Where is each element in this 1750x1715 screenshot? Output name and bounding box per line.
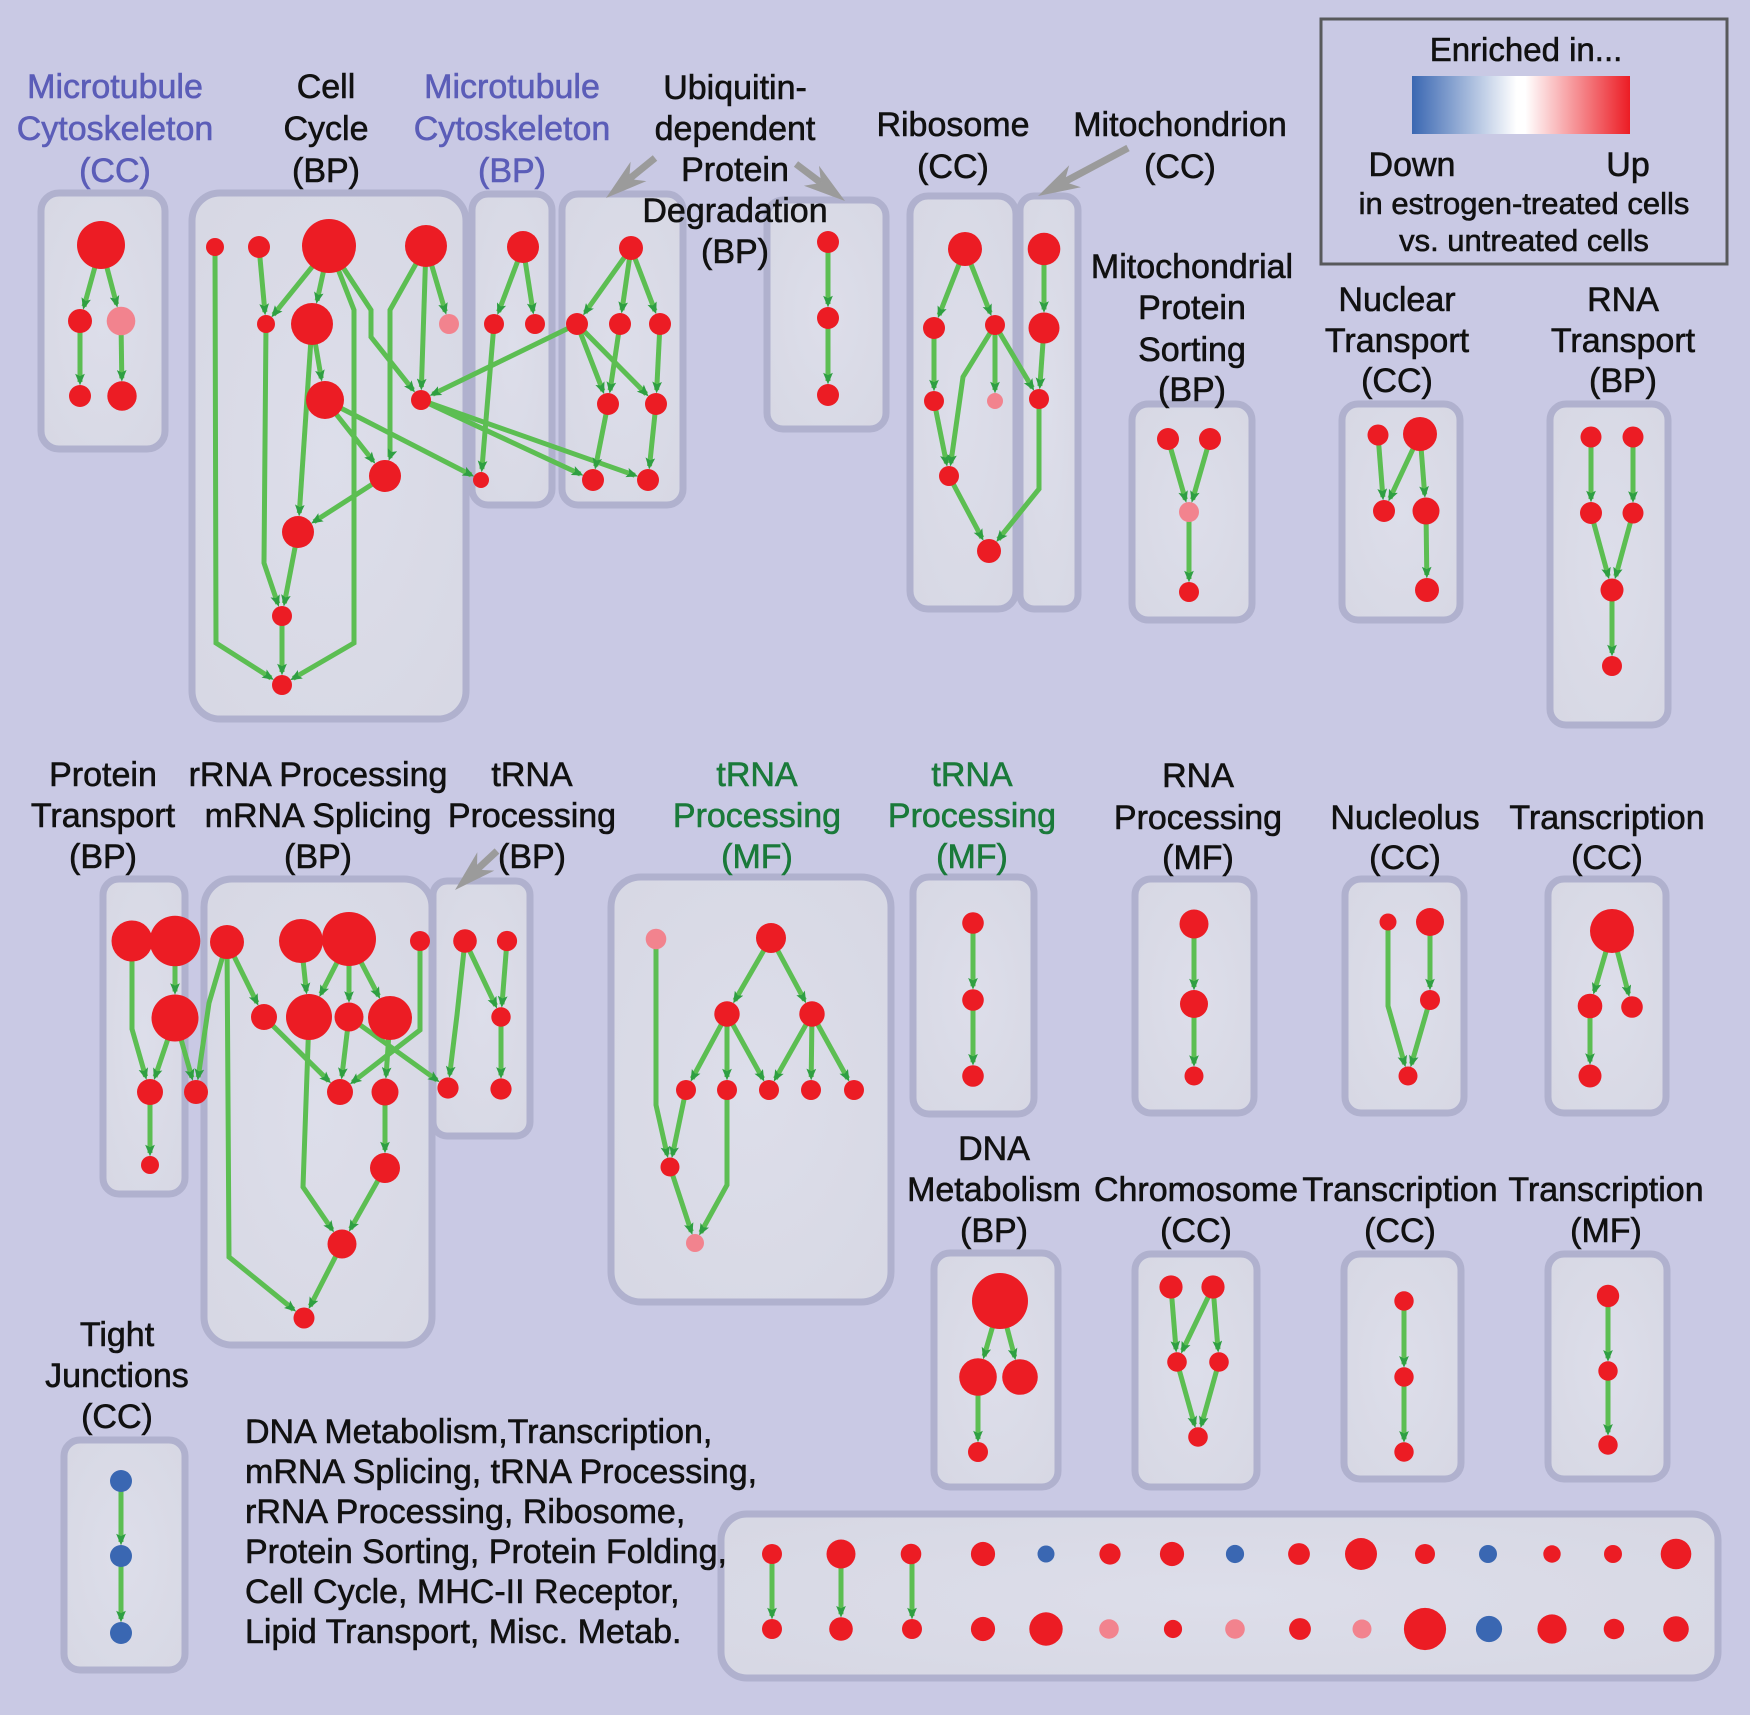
svg-text:Down: Down: [1369, 146, 1456, 184]
svg-text:(CC): (CC): [917, 148, 989, 186]
svg-text:(BP): (BP): [960, 1212, 1028, 1250]
svg-text:Cytoskeleton: Cytoskeleton: [414, 110, 611, 148]
svg-text:(MF): (MF): [1570, 1212, 1642, 1250]
svg-text:Junctions: Junctions: [45, 1357, 189, 1395]
svg-text:(BP): (BP): [478, 152, 546, 190]
svg-text:Ribosome: Ribosome: [876, 106, 1029, 144]
svg-text:(BP): (BP): [1158, 371, 1226, 409]
svg-text:Degradation: Degradation: [642, 192, 827, 230]
svg-text:(CC): (CC): [1361, 362, 1433, 400]
svg-text:mRNA Splicing: mRNA Splicing: [205, 797, 432, 835]
svg-text:tRNA: tRNA: [716, 756, 798, 794]
svg-text:Tight: Tight: [80, 1316, 155, 1354]
svg-text:Processing: Processing: [888, 797, 1056, 835]
svg-text:(CC): (CC): [1144, 148, 1216, 186]
svg-text:(CC): (CC): [1364, 1212, 1436, 1250]
svg-text:(CC): (CC): [81, 1398, 153, 1436]
svg-text:Transcription: Transcription: [1509, 799, 1704, 837]
svg-text:Processing: Processing: [448, 797, 616, 835]
svg-text:tRNA: tRNA: [491, 756, 573, 794]
svg-text:Transcription: Transcription: [1508, 1171, 1703, 1209]
svg-text:Up: Up: [1606, 146, 1649, 184]
svg-text:(CC): (CC): [79, 152, 151, 190]
svg-text:(CC): (CC): [1571, 839, 1643, 877]
svg-text:Processing: Processing: [1114, 799, 1282, 837]
svg-text:(BP): (BP): [292, 152, 360, 190]
svg-text:mRNA Splicing, tRNA Processing: mRNA Splicing, tRNA Processing,: [245, 1453, 757, 1491]
svg-text:Mitochondrion: Mitochondrion: [1073, 106, 1287, 144]
svg-text:(CC): (CC): [1369, 839, 1441, 877]
svg-text:Transport: Transport: [1325, 322, 1470, 360]
svg-text:(MF): (MF): [936, 838, 1008, 876]
svg-text:Protein Sorting, Protein Foldi: Protein Sorting, Protein Folding,: [245, 1533, 727, 1571]
svg-text:Cytoskeleton: Cytoskeleton: [17, 110, 214, 148]
svg-text:Enriched in...: Enriched in...: [1430, 31, 1623, 68]
svg-text:Cell Cycle, MHC-II Receptor,: Cell Cycle, MHC-II Receptor,: [245, 1573, 680, 1611]
svg-text:DNA: DNA: [958, 1130, 1030, 1168]
svg-text:Mitochondrial: Mitochondrial: [1091, 248, 1293, 286]
svg-text:Nucleolus: Nucleolus: [1330, 799, 1479, 837]
svg-text:dependent: dependent: [655, 110, 816, 148]
svg-text:rRNA Processing: rRNA Processing: [189, 756, 448, 794]
svg-text:rRNA Processing, Ribosome,: rRNA Processing, Ribosome,: [245, 1493, 685, 1531]
svg-text:(BP): (BP): [701, 233, 769, 271]
svg-text:Processing: Processing: [673, 797, 841, 835]
svg-text:in estrogen-treated cells: in estrogen-treated cells: [1359, 186, 1690, 221]
svg-text:Transport: Transport: [1551, 322, 1696, 360]
svg-text:RNA: RNA: [1587, 281, 1659, 319]
svg-text:Metabolism: Metabolism: [907, 1171, 1081, 1209]
svg-text:Protein: Protein: [49, 756, 157, 794]
svg-text:Microtubule: Microtubule: [424, 68, 600, 106]
svg-text:Cell: Cell: [297, 68, 356, 106]
svg-text:(CC): (CC): [1160, 1212, 1232, 1250]
svg-text:(BP): (BP): [69, 838, 137, 876]
svg-text:Microtubule: Microtubule: [27, 68, 203, 106]
svg-text:Transport: Transport: [31, 797, 176, 835]
svg-text:Chromosome: Chromosome: [1094, 1171, 1298, 1209]
svg-text:Protein: Protein: [681, 151, 789, 189]
svg-text:Cycle: Cycle: [283, 110, 368, 148]
svg-text:Nuclear: Nuclear: [1338, 281, 1455, 319]
svg-text:Lipid Transport, Misc. Metab.: Lipid Transport, Misc. Metab.: [245, 1613, 682, 1651]
svg-text:tRNA: tRNA: [931, 756, 1013, 794]
svg-text:Ubiquitin-: Ubiquitin-: [663, 69, 807, 107]
svg-text:(BP): (BP): [1589, 362, 1657, 400]
svg-text:DNA Metabolism,Transcription,: DNA Metabolism,Transcription,: [245, 1413, 712, 1451]
svg-text:(BP): (BP): [284, 838, 352, 876]
svg-text:vs. untreated cells: vs. untreated cells: [1399, 223, 1649, 258]
svg-text:(MF): (MF): [1162, 839, 1234, 877]
svg-text:(BP): (BP): [498, 838, 566, 876]
svg-text:Sorting: Sorting: [1138, 331, 1246, 369]
svg-text:Transcription: Transcription: [1302, 1171, 1497, 1209]
svg-text:RNA: RNA: [1162, 757, 1234, 795]
svg-text:(MF): (MF): [721, 838, 793, 876]
svg-text:Protein: Protein: [1138, 289, 1246, 327]
